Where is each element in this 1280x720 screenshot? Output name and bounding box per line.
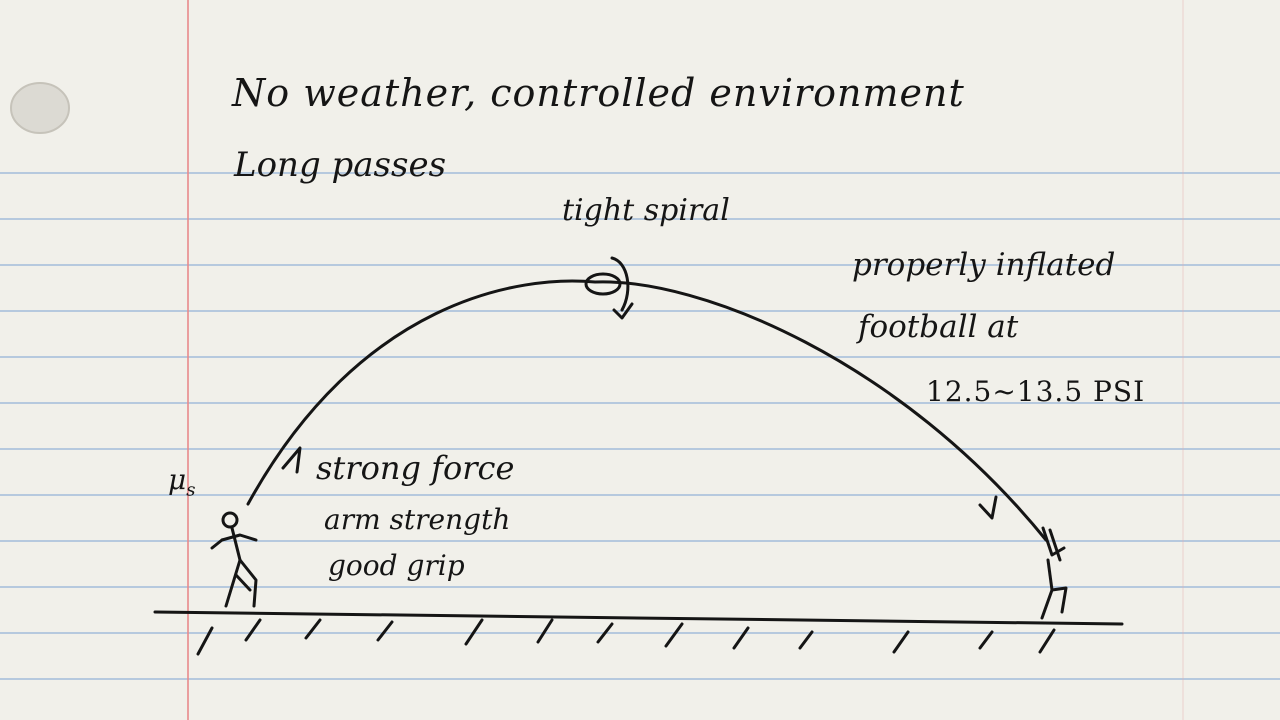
- good-grip-label: good grip: [328, 549, 465, 582]
- receiver-stick-figure: [1040, 526, 1068, 620]
- note-controlled-environment: No weather, controlled environment: [232, 71, 965, 115]
- mu-symbol: μ: [168, 463, 187, 496]
- inflation-note-line-1: properly inflated: [852, 247, 1116, 283]
- spiral-arrowhead: [612, 302, 634, 320]
- strong-force-label: strong force: [316, 449, 515, 487]
- tight-spiral-label: tight spiral: [562, 193, 730, 228]
- spiral-arrow-icon: [610, 256, 630, 312]
- punch-hole: [10, 82, 70, 134]
- football-icon: [584, 272, 622, 296]
- landing-arrowhead: [978, 495, 998, 520]
- launch-arrowhead: [281, 446, 302, 474]
- sketch-ink: [153, 256, 1124, 656]
- friction-coefficient-label: μs: [168, 466, 195, 500]
- ground-hatches: [196, 618, 1056, 656]
- mu-subscript: s: [186, 479, 196, 501]
- trajectory-arc: [246, 279, 1048, 542]
- arm-strength-label: arm strength: [324, 503, 511, 536]
- psi-range-label: 12.5~13.5 PSI: [926, 375, 1146, 408]
- thrower-stick-figure: [210, 511, 258, 608]
- ground-line: [153, 610, 1124, 626]
- note-long-passes: Long passes: [234, 145, 447, 185]
- inflation-note-line-2: football at: [858, 309, 1019, 345]
